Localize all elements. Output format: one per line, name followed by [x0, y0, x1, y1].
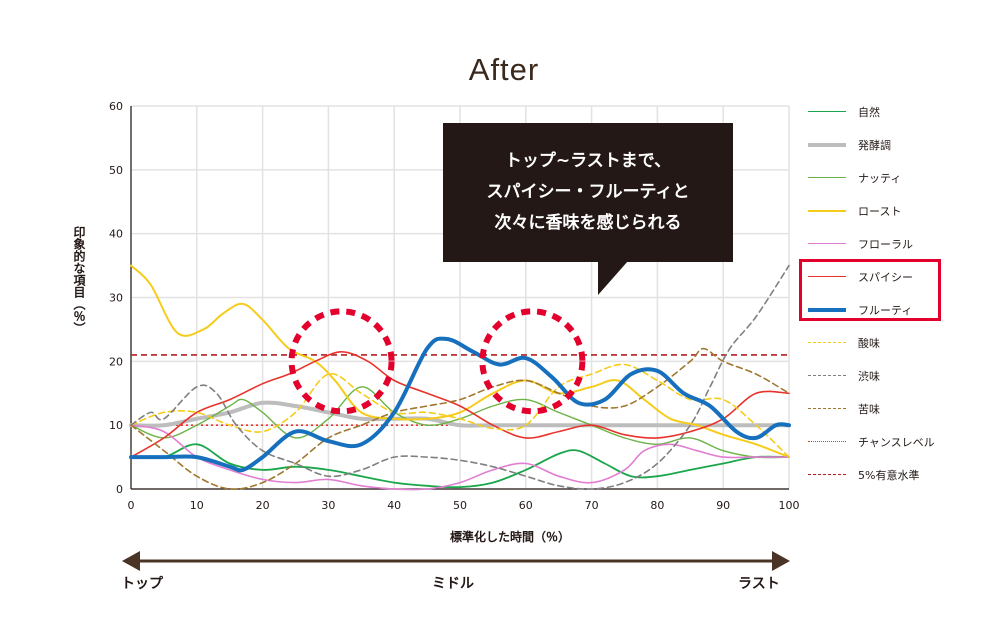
x-axis-label: 標準化した時間（％）	[449, 530, 570, 544]
series-line	[130, 347, 790, 491]
legend-label: 自然	[858, 105, 880, 119]
timeline-arrow-right-head	[772, 551, 790, 571]
legend-item: 自然	[808, 95, 958, 128]
x-tick-label: 90	[716, 499, 730, 512]
highlight-circle	[288, 308, 395, 415]
legend-swatch	[808, 276, 846, 277]
y-tick-label: 10	[109, 419, 123, 432]
timeline-arrow-left-head	[122, 551, 140, 571]
legend-item: 発酵調	[808, 128, 958, 161]
legend-label: フローラル	[858, 237, 913, 251]
y-tick-label: 50	[109, 164, 123, 177]
annotation-callout: トップ~ラストまで、 スパイシー・フルーティと 次々に香味を感じられる	[443, 123, 733, 262]
x-tick-label: 10	[190, 499, 204, 512]
legend-swatch	[808, 474, 846, 475]
legend-label: ナッティ	[858, 171, 902, 185]
legend-swatch	[808, 342, 846, 343]
x-tick-label: 100	[779, 499, 800, 512]
legend-swatch	[808, 209, 846, 212]
legend-item: 苦味	[808, 392, 958, 425]
legend-swatch	[808, 243, 846, 244]
x-tick-label: 20	[256, 499, 270, 512]
y-tick-label: 60	[109, 100, 123, 113]
y-tick-label: 0	[116, 483, 123, 496]
x-tick-label: 80	[650, 499, 664, 512]
x-tick-label: 30	[321, 499, 335, 512]
callout-tail	[598, 261, 628, 295]
y-tick-label: 20	[109, 355, 123, 368]
series-line	[130, 264, 790, 459]
legend-swatch	[808, 408, 846, 409]
legend-item: ナッティ	[808, 161, 958, 194]
legend-item: フローラル	[808, 227, 958, 260]
legend-label: 渋味	[858, 369, 880, 383]
timeline-start-label: トップ	[121, 576, 163, 592]
chart-title: After	[468, 52, 540, 87]
series-line	[129, 336, 791, 473]
legend-label: フルーティ	[858, 303, 913, 317]
x-tick-label: 40	[387, 499, 401, 512]
legend-label: スパイシー	[858, 270, 913, 284]
y-tick-label: 40	[109, 228, 123, 241]
y-tick-label: 30	[109, 292, 123, 305]
legend-swatch	[808, 441, 846, 442]
annotation-line-3: 次々に香味を感じられる	[494, 213, 682, 233]
annotation-line-2: スパイシー・フルーティと	[486, 182, 690, 202]
legend-item: 5%有意水準	[808, 458, 958, 491]
legend-swatch	[808, 307, 846, 312]
series-line	[130, 386, 790, 459]
x-tick-label: 50	[453, 499, 467, 512]
legend-item: 酸味	[808, 326, 958, 359]
legend-swatch	[808, 177, 846, 178]
legend-label: チャンスレベル	[858, 435, 935, 449]
series-line	[129, 400, 791, 428]
highlight-circle	[479, 308, 586, 415]
annotation-line-1: トップ~ラストまで、	[504, 151, 672, 171]
x-tick-label: 60	[519, 499, 533, 512]
timeline-end-label: ラスト	[738, 576, 780, 592]
timeline-middle-label: ミドル	[432, 576, 474, 592]
series-line	[130, 351, 790, 458]
legend-label: 5%有意水準	[858, 468, 920, 482]
legend-highlight-box	[799, 259, 941, 321]
legend: 自然発酵調ナッティローストフローラルスパイシーフルーティ酸味渋味苦味チャンスレベ…	[808, 95, 958, 491]
x-tick-label: 70	[585, 499, 599, 512]
legend-item: ロースト	[808, 194, 958, 227]
y-axis-label: 印象的な項目（％）	[72, 226, 86, 334]
legend-label: 酸味	[858, 336, 880, 350]
legend-item: フルーティ	[808, 293, 958, 326]
legend-label: 発酵調	[858, 138, 891, 152]
legend-item: チャンスレベル	[808, 425, 958, 458]
series-line	[130, 264, 790, 490]
legend-swatch	[808, 375, 846, 376]
legend-label: ロースト	[858, 204, 902, 218]
series-line	[130, 424, 790, 491]
legend-swatch	[808, 111, 846, 112]
legend-item: 渋味	[808, 359, 958, 392]
legend-label: 苦味	[858, 402, 880, 416]
x-tick-label: 0	[128, 499, 135, 512]
legend-swatch	[808, 142, 846, 147]
legend-item: スパイシー	[808, 260, 958, 293]
